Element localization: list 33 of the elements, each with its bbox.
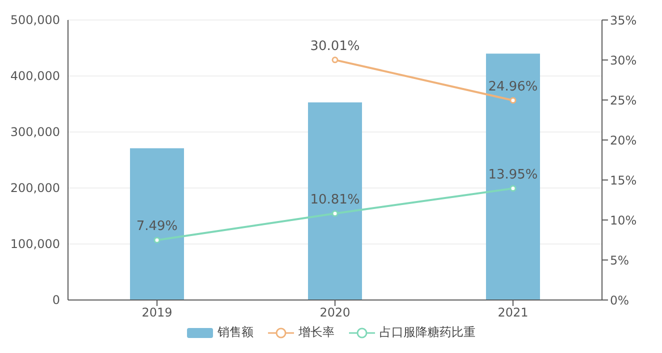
y-tick-label: 200,000 [10, 181, 60, 195]
bar [308, 102, 362, 300]
y2-tick-label: 35% [610, 13, 637, 28]
x-tick-label: 2020 [320, 306, 350, 320]
point [332, 210, 338, 217]
x-tick-label: 2019 [142, 306, 172, 320]
point [510, 97, 516, 104]
legend-label: 销售额 [218, 324, 254, 341]
y-tick-label: 100,000 [10, 237, 60, 251]
data-label: 30.01% [310, 38, 360, 54]
y2-tick-label: 10% [610, 213, 637, 228]
y-tick-label: 0 [52, 293, 60, 307]
bar [486, 54, 540, 300]
data-label: 10.81% [310, 192, 360, 208]
y2-tick-label: 30% [610, 53, 637, 68]
point [154, 236, 160, 244]
data-label: 7.49% [136, 219, 178, 234]
y2-tick-label: 15% [610, 173, 637, 188]
y2-tick-label: 0% [610, 293, 630, 308]
y-tick-label: 500,000 [10, 13, 60, 27]
legend-label: 占口服降糖药比重 [380, 324, 476, 341]
y2-tick-label: 20% [610, 133, 637, 148]
legend-label: 增长率 [298, 324, 334, 341]
point [332, 56, 338, 64]
data-label: 24.96% [488, 79, 538, 94]
x-tick-label: 2021 [498, 306, 528, 320]
point [510, 185, 516, 192]
y2-tick-label: 25% [610, 93, 637, 108]
y-tick-label: 400,000 [10, 69, 60, 83]
y-tick-label: 300,000 [10, 125, 60, 139]
data-label: 13.95% [488, 167, 538, 182]
bar [130, 148, 184, 300]
y2-tick-label: 5% [610, 253, 630, 268]
